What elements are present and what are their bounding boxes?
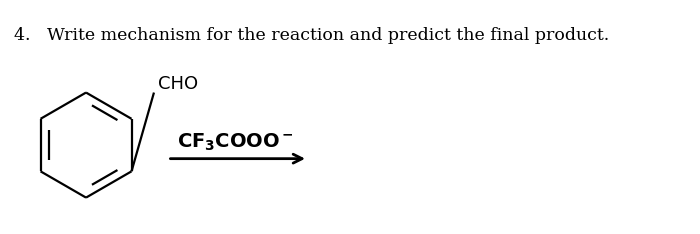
Text: CHO: CHO	[158, 75, 199, 93]
Text: $\mathbf{CF_3COOO^-}$: $\mathbf{CF_3COOO^-}$	[176, 132, 293, 153]
Text: 4.   Write mechanism for the reaction and predict the final product.: 4. Write mechanism for the reaction and …	[13, 27, 609, 44]
